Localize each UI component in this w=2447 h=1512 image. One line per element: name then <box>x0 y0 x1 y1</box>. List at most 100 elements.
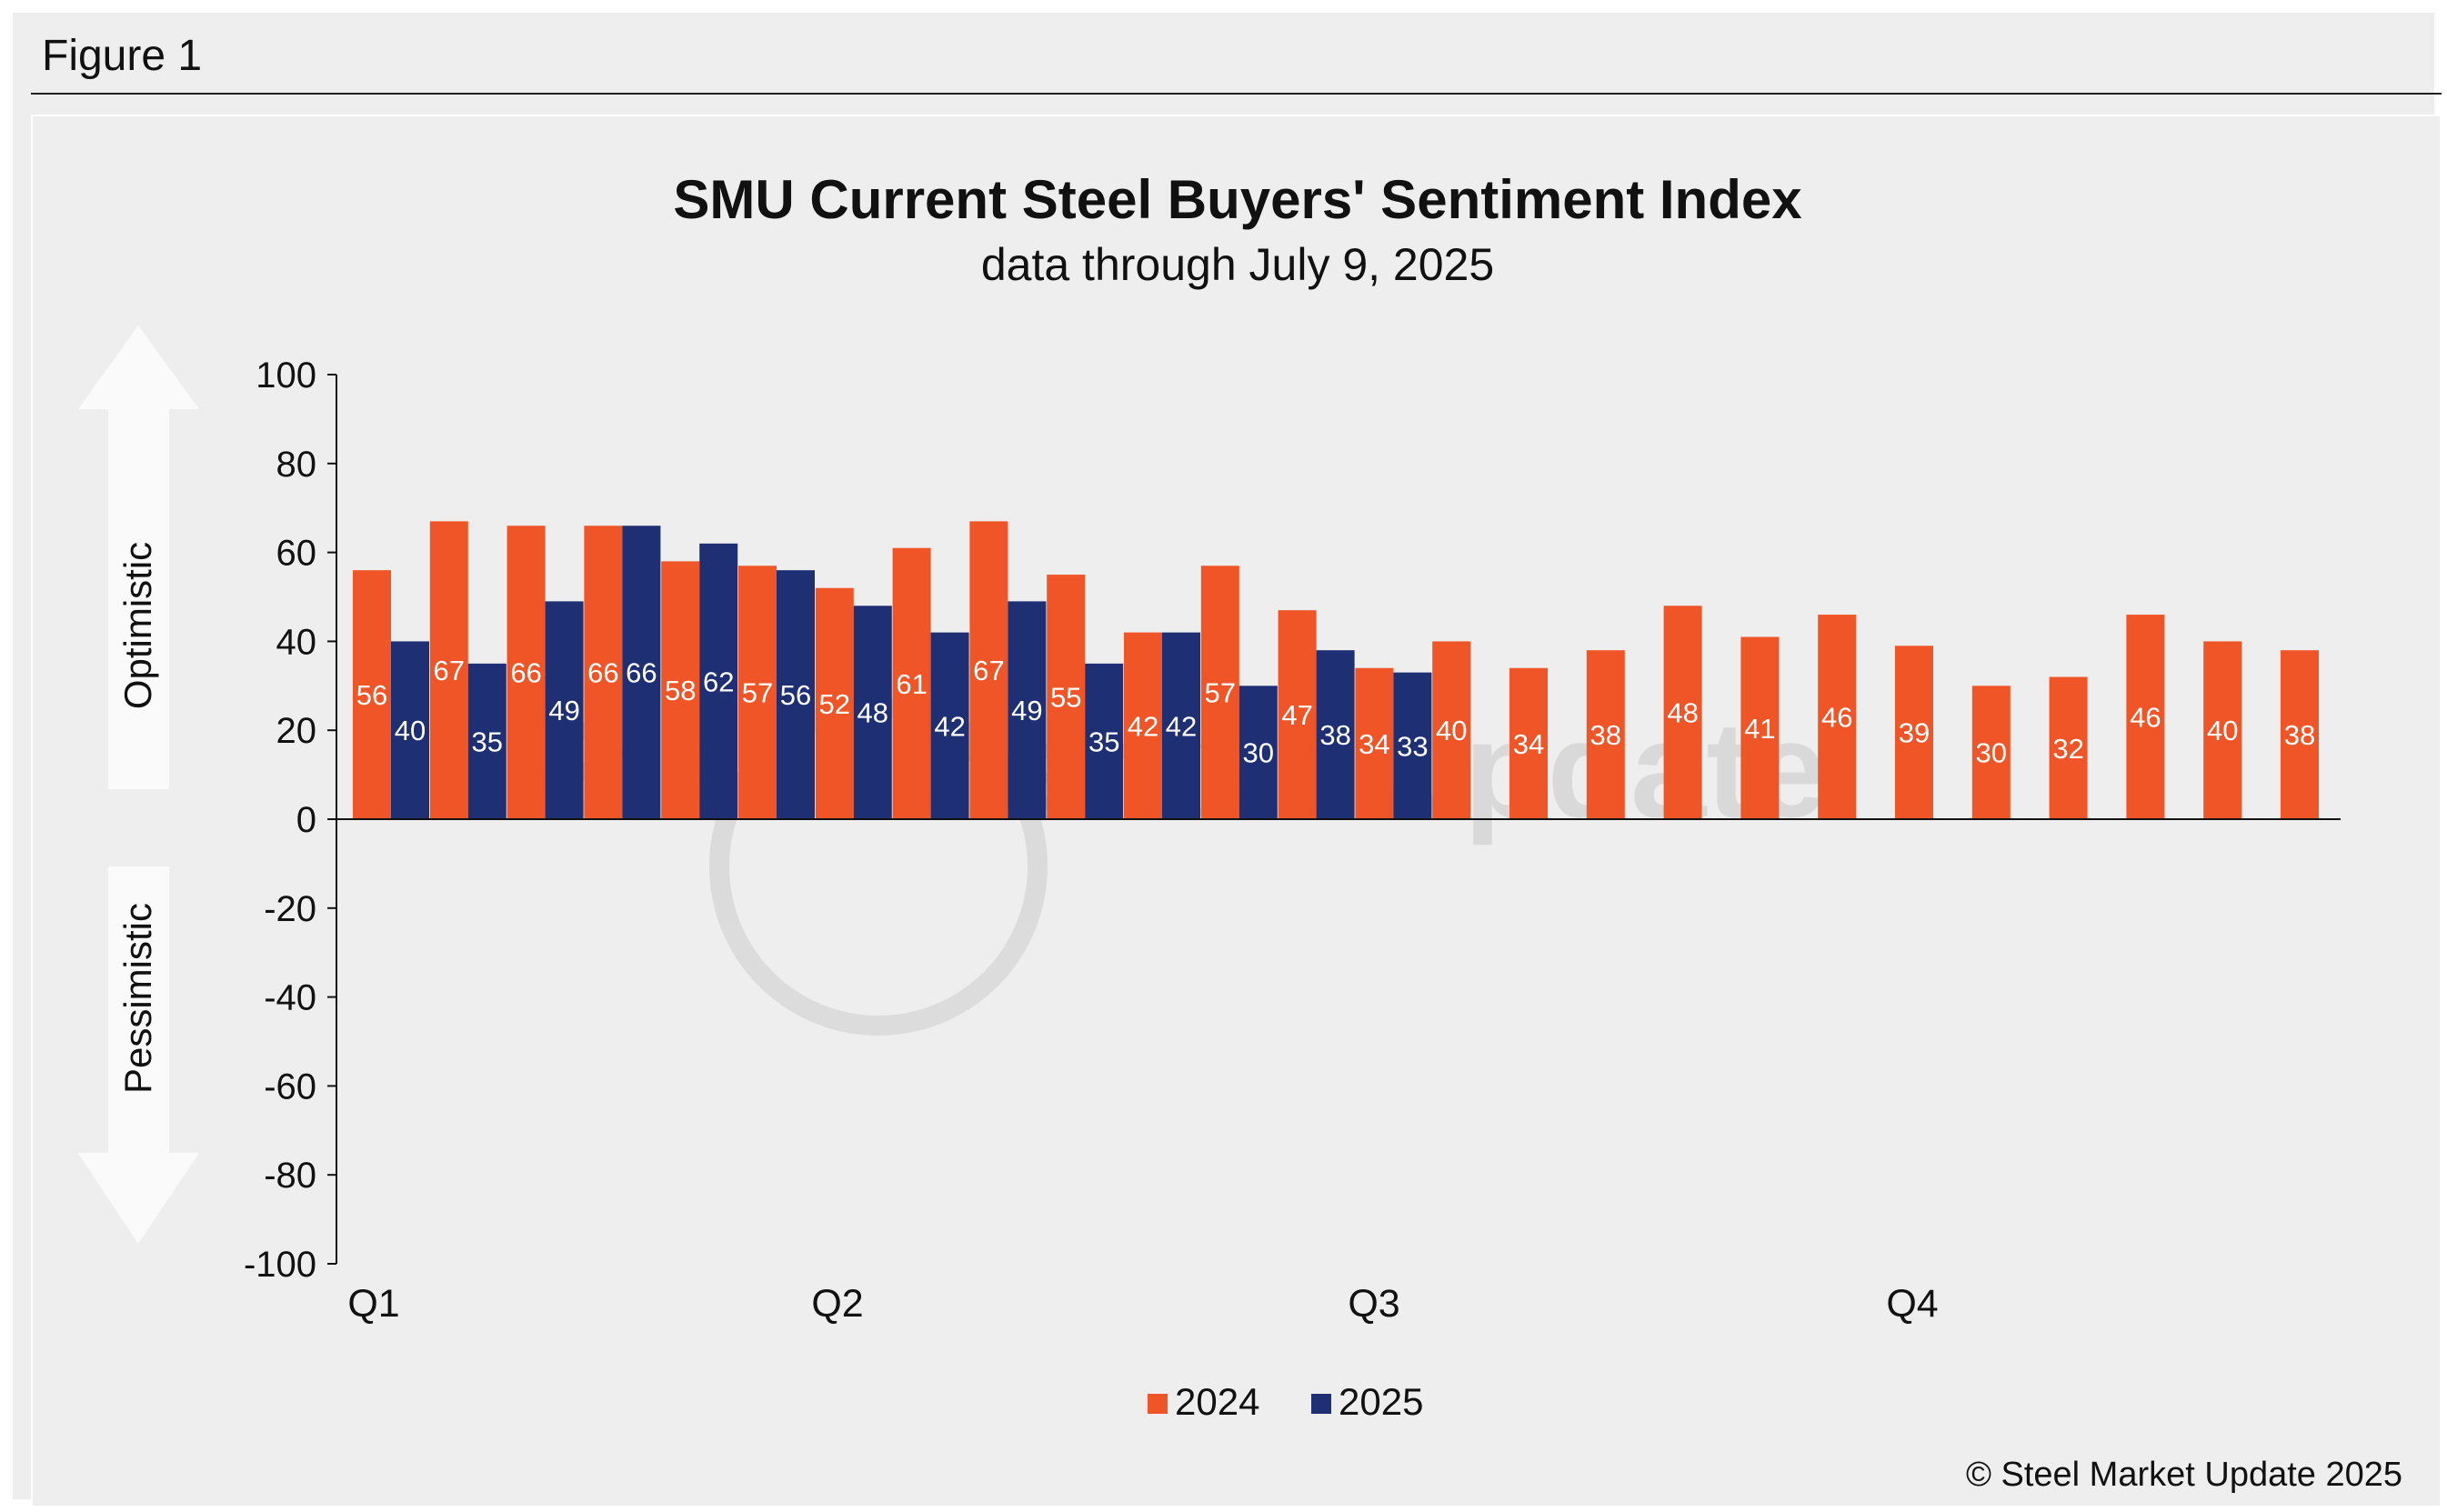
bar-2024 <box>1432 641 1471 819</box>
y-tick-label: -60 <box>264 1066 316 1106</box>
bar-2024 <box>584 526 623 819</box>
data-label-2024: 48 <box>1667 697 1698 729</box>
data-label-2025: 40 <box>395 715 426 746</box>
data-label-2024: 30 <box>1976 737 2007 769</box>
data-label-2024: 47 <box>1281 699 1312 731</box>
data-label-2025: 62 <box>703 666 734 697</box>
data-label-2025: 49 <box>1011 695 1042 726</box>
bar-2024 <box>2049 676 2088 819</box>
legend-label-2025: 2025 <box>1339 1380 1423 1423</box>
y-axis: 100 80 60 40 20 0 -20 -40 -60 -80 -100 <box>244 355 337 1285</box>
bar-2024 <box>1663 606 1702 819</box>
chart-subtitle: data through July 9, 2025 <box>981 239 1494 290</box>
legend-swatch-2025 <box>1311 1394 1331 1414</box>
x-axis: Q1 Q2 Q3 Q4 <box>336 818 2341 1326</box>
figure-container: Figure 1 Steel Market Update SMU Current… <box>13 13 2442 1507</box>
data-label-2024: 66 <box>587 657 618 689</box>
bar-2024 <box>2281 650 2319 819</box>
bar-2025 <box>777 570 815 819</box>
data-label-2024: 46 <box>2130 702 2161 734</box>
data-label-2024: 34 <box>1513 728 1544 760</box>
y-tick-label: -20 <box>264 889 316 929</box>
bar-2025 <box>391 641 429 819</box>
y-tick-label: -100 <box>244 1245 316 1285</box>
figure-label: Figure 1 <box>42 32 203 80</box>
data-label-2024: 57 <box>742 677 773 709</box>
data-label-2024: 40 <box>2207 715 2238 746</box>
data-label-2025: 42 <box>934 710 965 742</box>
data-label-2025: 35 <box>1088 726 1119 757</box>
copyright-credit: © Steel Market Update 2025 <box>1966 1456 2402 1494</box>
optimistic-arrow: Optimistic <box>78 325 199 789</box>
data-label-2025: 66 <box>626 657 657 689</box>
quarter-label: Q4 <box>1886 1282 1938 1326</box>
data-label-2024: 46 <box>1821 702 1852 734</box>
chart-panel: Steel Market Update SMU Current Steel Bu… <box>31 115 2442 1507</box>
y-tick-label: 80 <box>276 445 317 485</box>
y-tick-label: -80 <box>264 1156 316 1196</box>
bar-2024 <box>1124 632 1162 819</box>
bar-2025 <box>1162 632 1200 819</box>
bar-2025 <box>1393 672 1432 819</box>
y-tick-label: 100 <box>256 355 316 396</box>
bar-2024 <box>1278 610 1317 819</box>
y-tick-label: 40 <box>276 622 317 662</box>
pessimistic-arrow: Pessimistic <box>78 866 199 1244</box>
chart-title: SMU Current Steel Buyers' Sentiment Inde… <box>673 169 1801 230</box>
bar-2024 <box>429 521 468 819</box>
data-label-2025: 38 <box>1319 719 1350 751</box>
bar-2025 <box>699 543 738 819</box>
bar-2024 <box>2126 615 2165 819</box>
data-label-2024: 57 <box>1205 677 1236 709</box>
bar-2024 <box>969 521 1008 819</box>
bar-2024 <box>1818 615 1857 819</box>
data-label-2024: 67 <box>434 655 465 686</box>
data-label-2024: 61 <box>896 668 927 700</box>
data-label-2024: 34 <box>1359 728 1389 760</box>
figure-divider <box>31 93 2442 95</box>
legend-swatch-2024 <box>1148 1394 1168 1414</box>
quarter-label: Q3 <box>1348 1282 1399 1326</box>
data-label-2024: 66 <box>510 657 541 689</box>
data-label-2024: 67 <box>973 655 1004 686</box>
bar-2024 <box>1047 575 1086 819</box>
bar-2025 <box>622 526 661 819</box>
bar-2024 <box>506 526 546 819</box>
bar-2025 <box>1085 663 1124 819</box>
data-label-2024: 38 <box>1590 719 1621 751</box>
bar-2024 <box>1586 650 1625 819</box>
data-label-2024: 55 <box>1050 682 1081 714</box>
optimistic-label: Optimistic <box>116 542 159 709</box>
bar-2024 <box>353 570 391 819</box>
bar-2024 <box>661 561 700 819</box>
bar-2024 <box>892 547 931 819</box>
data-label-2024: 52 <box>819 688 850 720</box>
data-label-2024: 38 <box>2284 719 2315 751</box>
legend: 2024 2025 <box>1148 1380 1423 1423</box>
data-label-2025: 48 <box>857 697 888 729</box>
data-label-2024: 39 <box>1899 717 1930 749</box>
bar-2025 <box>545 601 584 819</box>
bar-2024 <box>1971 686 2011 819</box>
quarter-label: Q2 <box>811 1282 863 1326</box>
data-label-2025: 49 <box>548 695 579 726</box>
bar-2025 <box>853 606 892 819</box>
bar-2025 <box>1239 686 1278 819</box>
data-label-2025: 35 <box>472 726 503 757</box>
quarter-label: Q1 <box>347 1282 399 1326</box>
y-tick-label: 20 <box>276 711 317 751</box>
data-label-2025: 56 <box>780 679 811 711</box>
y-tick-label: 60 <box>276 534 317 574</box>
y-tick-label: -40 <box>264 978 316 1018</box>
bar-2024 <box>1200 566 1239 819</box>
bar-2025 <box>1008 601 1047 819</box>
data-label-2024: 41 <box>1744 713 1775 745</box>
bar-2024 <box>2203 641 2242 819</box>
bar-2024 <box>815 587 854 819</box>
data-label-2025: 42 <box>1166 710 1197 742</box>
legend-label-2024: 2024 <box>1175 1380 1259 1423</box>
bar-2025 <box>930 632 969 819</box>
chart: Steel Market Update SMU Current Steel Bu… <box>78 169 2402 1494</box>
bar-2024 <box>1740 636 1780 819</box>
